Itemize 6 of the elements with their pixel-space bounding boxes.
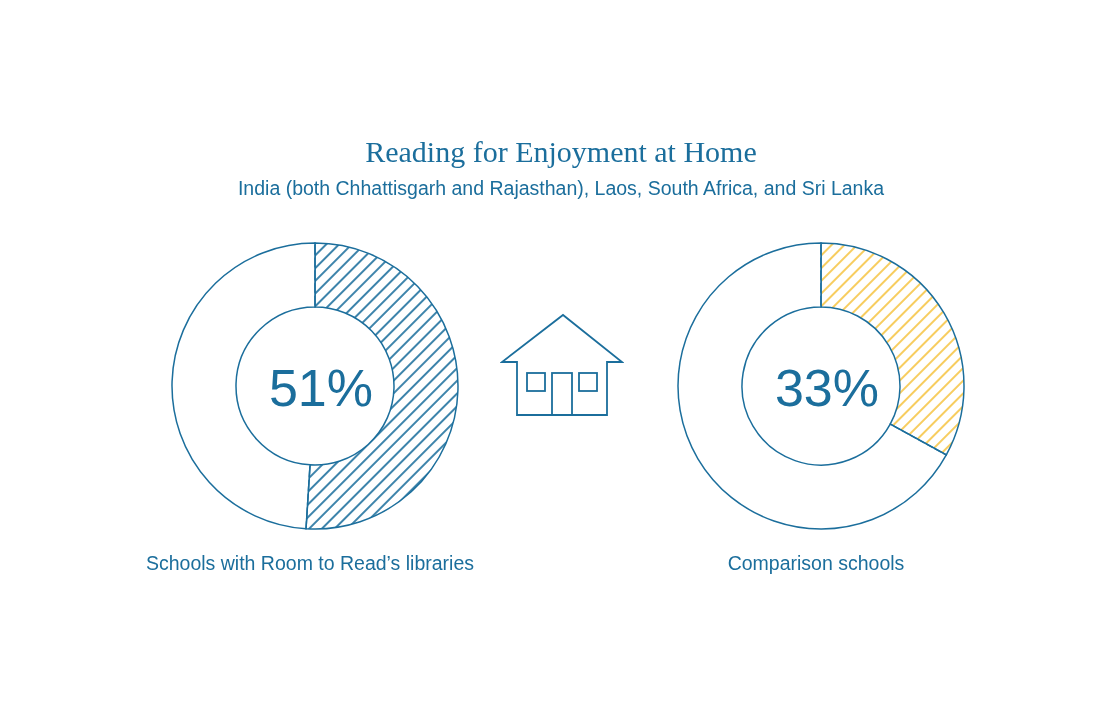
text: Comparison schools <box>726 551 906 576</box>
text: Schools with Room to Read’s libraries <box>144 551 475 576</box>
text: India (both Chhattisgarh and Rajasthan), Laos, South Africa, and Sri Lanka <box>236 176 886 201</box>
data-label: 51% <box>268 359 374 417</box>
data-label: 33% <box>774 359 880 417</box>
text: Reading for Enjoyment at Home <box>364 134 758 170</box>
